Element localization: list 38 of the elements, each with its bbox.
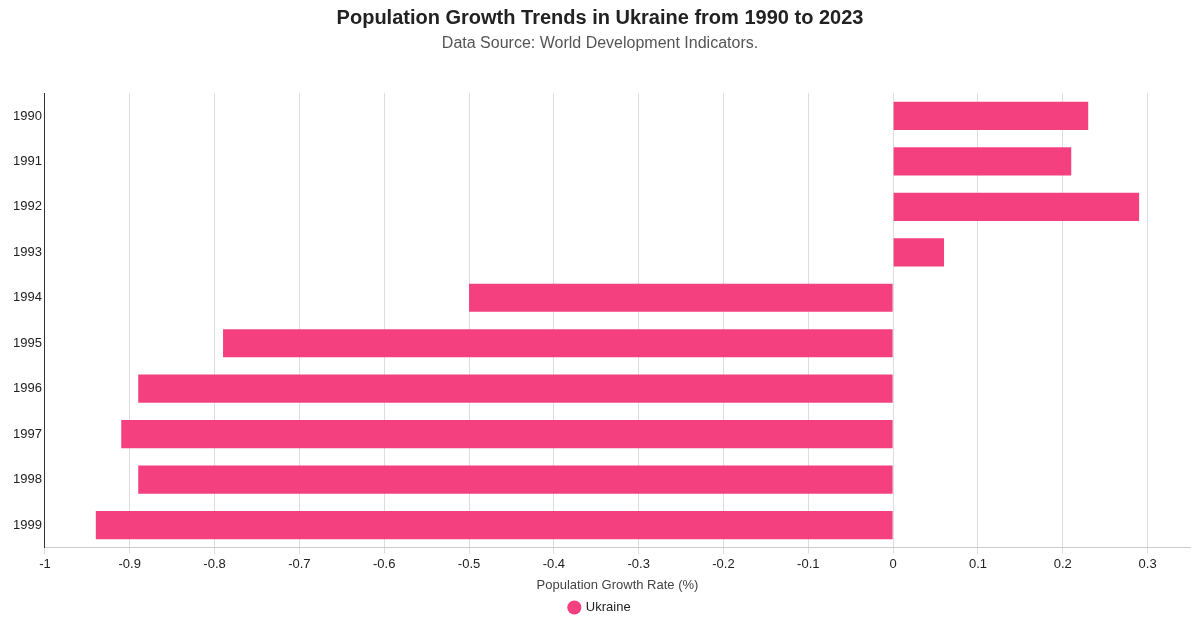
bar <box>893 101 1089 131</box>
x-tick-label: -0.1 <box>797 556 820 572</box>
x-tick-label: -1 <box>39 556 51 572</box>
y-tick-label: 1996 <box>13 380 42 396</box>
x-tick-label: -0.7 <box>288 556 311 572</box>
bar <box>223 329 893 358</box>
y-tick-label: 1998 <box>13 471 42 487</box>
x-tick-label: -0.5 <box>457 556 481 572</box>
x-tick-label: -0.6 <box>373 556 396 572</box>
x-tick-label: -0.9 <box>118 556 141 572</box>
y-tick-label: 1990 <box>13 107 42 123</box>
x-tick-label: -0.8 <box>203 556 226 572</box>
chart-title: Population Growth Trends in Ukraine from 1990 to 2023 <box>336 5 864 28</box>
y-tick-label: 1997 <box>13 425 42 441</box>
bar <box>893 147 1072 176</box>
x-tick-label: 0.1 <box>968 556 987 572</box>
bar <box>95 510 893 540</box>
x-tick-label: 0 <box>889 556 897 572</box>
bar <box>138 465 893 494</box>
x-tick-label: 0.3 <box>1138 556 1157 572</box>
y-tick-label: 1999 <box>13 516 42 532</box>
bar <box>893 238 945 267</box>
y-tick-label: 1995 <box>13 334 42 350</box>
x-axis-title: Population Growth Rate (%) <box>536 576 699 592</box>
bar <box>469 283 893 312</box>
y-tick-label: 1993 <box>13 243 42 259</box>
y-tick-label: 1991 <box>13 152 42 168</box>
x-tick-label: 0.2 <box>1053 556 1072 572</box>
x-tick-label: -0.2 <box>712 556 735 572</box>
chart-subtitle: Data Source: World Development Indicators. <box>441 34 759 52</box>
bar <box>121 420 893 449</box>
x-tick-label: -0.3 <box>627 556 650 572</box>
legend-label: Ukraine <box>585 599 631 615</box>
bar <box>138 374 893 403</box>
y-tick-label: 1992 <box>13 198 42 214</box>
x-tick-label: -0.4 <box>542 556 566 572</box>
bar <box>893 192 1140 221</box>
y-tick-label: 1994 <box>13 289 42 305</box>
